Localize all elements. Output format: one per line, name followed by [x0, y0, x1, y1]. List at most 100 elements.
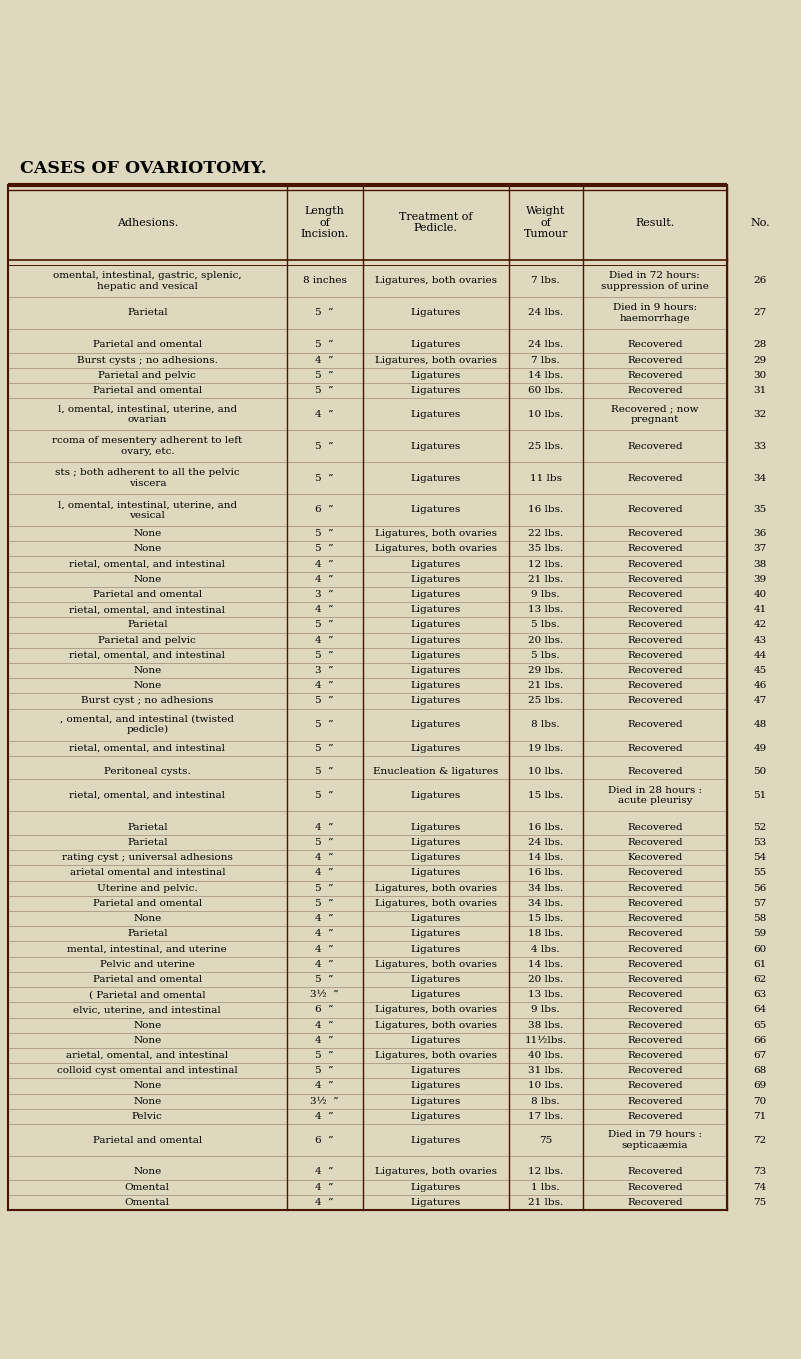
Text: 75: 75 — [754, 1197, 767, 1207]
Text: Recovered: Recovered — [627, 506, 682, 515]
Text: 70: 70 — [754, 1097, 767, 1106]
Text: 14 lbs.: 14 lbs. — [528, 959, 563, 969]
Text: 39: 39 — [754, 575, 767, 584]
Text: 20 lbs.: 20 lbs. — [528, 636, 563, 644]
Text: 72: 72 — [754, 1136, 767, 1144]
Text: Burst cyst ; no adhesions: Burst cyst ; no adhesions — [81, 696, 213, 705]
Text: 64: 64 — [754, 1006, 767, 1014]
Text: Weight
of
Tumour: Weight of Tumour — [524, 207, 568, 239]
Text: Ligatures: Ligatures — [411, 945, 461, 954]
Text: Result.: Result. — [635, 217, 674, 227]
Text: Recovered: Recovered — [627, 651, 682, 660]
Text: 4  ”: 4 ” — [316, 945, 334, 954]
Text: Recovered: Recovered — [627, 1082, 682, 1090]
Text: Recovered: Recovered — [627, 930, 682, 938]
Text: Parietal and pelvic: Parietal and pelvic — [99, 636, 196, 644]
Text: Ligatures, both ovaries: Ligatures, both ovaries — [375, 1021, 497, 1030]
Text: Recovered: Recovered — [627, 868, 682, 878]
Text: Ligatures: Ligatures — [411, 822, 461, 832]
Text: 3  ”: 3 ” — [316, 590, 334, 599]
Text: 25 lbs.: 25 lbs. — [528, 696, 563, 705]
Text: 5  ”: 5 ” — [316, 974, 334, 984]
Text: 4  ”: 4 ” — [316, 1082, 334, 1090]
Text: 24 lbs.: 24 lbs. — [528, 340, 563, 349]
Text: None: None — [133, 915, 162, 923]
Text: 44: 44 — [754, 651, 767, 660]
Text: 60 lbs.: 60 lbs. — [528, 386, 563, 395]
Text: 4  ”: 4 ” — [316, 868, 334, 878]
Text: 65: 65 — [754, 1021, 767, 1030]
Text: Ligatures: Ligatures — [411, 590, 461, 599]
Text: 47: 47 — [754, 696, 767, 705]
Text: 37: 37 — [754, 545, 767, 553]
Text: None: None — [133, 1021, 162, 1030]
Text: Parietal and omental: Parietal and omental — [93, 974, 202, 984]
Text: 3½  ”: 3½ ” — [311, 1097, 339, 1106]
Text: 45: 45 — [754, 666, 767, 675]
Text: Omental: Omental — [125, 1182, 170, 1192]
Text: None: None — [133, 1167, 162, 1177]
Text: 29: 29 — [754, 356, 767, 364]
Text: 5 lbs.: 5 lbs. — [531, 651, 560, 660]
Text: 16 lbs.: 16 lbs. — [528, 868, 563, 878]
Text: 55: 55 — [754, 868, 767, 878]
Text: 5  ”: 5 ” — [316, 720, 334, 728]
Text: 30: 30 — [754, 371, 767, 379]
Text: 24 lbs.: 24 lbs. — [528, 839, 563, 847]
Text: Ligatures: Ligatures — [411, 1036, 461, 1045]
Text: 5  ”: 5 ” — [316, 529, 334, 538]
Text: Pelvic and uterine: Pelvic and uterine — [100, 959, 195, 969]
Text: 4  ”: 4 ” — [316, 853, 334, 862]
Text: 6  ”: 6 ” — [316, 1006, 334, 1014]
Text: 12 lbs.: 12 lbs. — [528, 1167, 563, 1177]
Text: Recovered: Recovered — [627, 1112, 682, 1121]
Text: 25 lbs.: 25 lbs. — [528, 442, 563, 451]
Text: Ligatures, both ovaries: Ligatures, both ovaries — [375, 276, 497, 285]
Text: 34: 34 — [754, 473, 767, 482]
Text: Ligatures: Ligatures — [411, 791, 461, 800]
Text: 5  ”: 5 ” — [316, 1051, 334, 1060]
Text: 56: 56 — [754, 883, 767, 893]
Text: Burst cysts ; no adhesions.: Burst cysts ; no adhesions. — [77, 356, 218, 364]
Text: Ligatures: Ligatures — [411, 371, 461, 379]
Text: Ligatures: Ligatures — [411, 1197, 461, 1207]
Text: Ligatures: Ligatures — [411, 442, 461, 451]
Text: Recovered: Recovered — [627, 621, 682, 629]
Text: 8 inches: 8 inches — [303, 276, 347, 285]
Text: Recovered: Recovered — [627, 696, 682, 705]
Text: Ligatures, both ovaries: Ligatures, both ovaries — [375, 1051, 497, 1060]
Text: 15 lbs.: 15 lbs. — [528, 791, 563, 800]
Text: Ligatures: Ligatures — [411, 308, 461, 318]
Text: Recovered: Recovered — [627, 1051, 682, 1060]
Text: Ligatures: Ligatures — [411, 696, 461, 705]
Text: Omental: Omental — [125, 1197, 170, 1207]
Text: Parietal: Parietal — [127, 839, 167, 847]
Text: Recovered: Recovered — [627, 991, 682, 999]
Text: 4  ”: 4 ” — [316, 1182, 334, 1192]
Text: Ligatures, both ovaries: Ligatures, both ovaries — [375, 356, 497, 364]
Text: Recovered: Recovered — [627, 1167, 682, 1177]
Text: Recovered: Recovered — [627, 371, 682, 379]
Text: 5  ”: 5 ” — [316, 651, 334, 660]
Text: 4  ”: 4 ” — [316, 1036, 334, 1045]
Text: Ligatures: Ligatures — [411, 1097, 461, 1106]
Text: 51: 51 — [754, 791, 767, 800]
Text: Recovered: Recovered — [627, 545, 682, 553]
Text: 14 lbs.: 14 lbs. — [528, 371, 563, 379]
Text: Ligatures: Ligatures — [411, 720, 461, 728]
Text: Recovered: Recovered — [627, 945, 682, 954]
Text: 27: 27 — [754, 308, 767, 318]
Text: 49: 49 — [754, 743, 767, 753]
Text: 9 lbs.: 9 lbs. — [531, 1006, 560, 1014]
Text: Recovered: Recovered — [627, 473, 682, 482]
Text: 74: 74 — [754, 1182, 767, 1192]
Text: 50: 50 — [754, 768, 767, 776]
Text: 4  ”: 4 ” — [316, 409, 334, 419]
Text: , omental, and intestinal (twisted
pedicle): , omental, and intestinal (twisted pedic… — [60, 715, 235, 734]
Text: Ligatures, both ovaries: Ligatures, both ovaries — [375, 529, 497, 538]
Text: rietal, omental, and intestinal: rietal, omental, and intestinal — [70, 560, 225, 568]
Text: 73: 73 — [754, 1167, 767, 1177]
Text: Ligatures: Ligatures — [411, 974, 461, 984]
Text: 42: 42 — [754, 621, 767, 629]
Text: arietal, omental, and intestinal: arietal, omental, and intestinal — [66, 1051, 228, 1060]
